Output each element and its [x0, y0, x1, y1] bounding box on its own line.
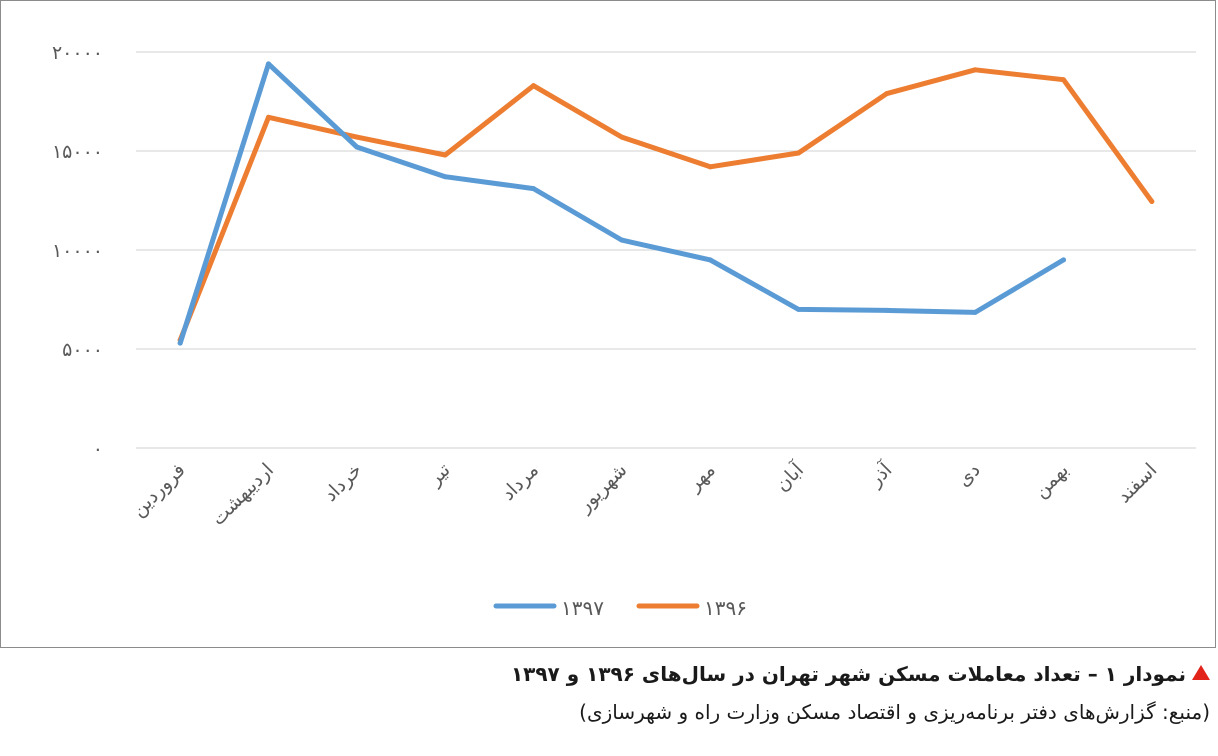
- series-line-0: [177, 61, 1066, 346]
- data-point: [884, 91, 890, 97]
- series-line-1: [177, 67, 1155, 343]
- data-point: [531, 186, 536, 192]
- x-tick-label: خرداد: [319, 459, 366, 506]
- data-point: [707, 257, 713, 263]
- data-point: [796, 306, 801, 312]
- data-point: [707, 164, 713, 170]
- figure-caption-source: (منبع: گزارش‌های دفتر برنامه‌ریزی و اقتص…: [579, 700, 1210, 724]
- triangle-marker-icon: [1192, 665, 1210, 680]
- x-tick-label: بهمن: [1030, 459, 1073, 502]
- x-tick-label: اسفند: [1113, 459, 1161, 507]
- chart-frame: ۰ ۵۰۰۰ ۱۰۰۰۰ ۱۵۰۰۰ ۲۰۰۰۰ فروردین اردیبهشت خرداد…: [0, 0, 1216, 648]
- legend-label: ۱۳۹۷: [561, 596, 604, 620]
- x-tick-label: شهریور: [573, 459, 631, 517]
- x-tick-label: آذر: [862, 457, 896, 491]
- data-point: [442, 152, 448, 158]
- y-tick-label: ۱۵۰۰۰: [52, 141, 103, 163]
- x-tick-label: دی: [953, 459, 985, 491]
- caption-title-text: نمودار ۱ – تعداد معاملات مسکن شهر تهران …: [510, 662, 1186, 686]
- data-point: [619, 237, 625, 243]
- data-point: [1061, 77, 1066, 83]
- data-point: [1149, 198, 1155, 204]
- line-chart: ۰ ۵۰۰۰ ۱۰۰۰۰ ۱۵۰۰۰ ۲۰۰۰۰ فروردین اردیبهشت خرداد…: [52, 42, 1196, 620]
- x-tick-label: تیر: [423, 459, 454, 490]
- data-point: [266, 114, 271, 120]
- x-tick-label: اردیبهشت: [207, 459, 278, 530]
- y-tick-label: ۵۰۰۰: [62, 339, 103, 361]
- data-point: [884, 307, 890, 313]
- data-point: [354, 134, 360, 140]
- figure-caption-title: نمودار ۱ – تعداد معاملات مسکن شهر تهران …: [511, 662, 1210, 686]
- y-tick-label: ۲۰۰۰۰: [52, 42, 103, 64]
- data-point: [177, 340, 183, 346]
- data-point: [266, 61, 271, 67]
- y-tick-label: ۰: [93, 438, 103, 460]
- data-point: [1061, 257, 1066, 263]
- x-tick-label: فروردین: [127, 459, 189, 521]
- x-tick-label: آبان: [770, 457, 809, 496]
- legend-label: ۱۳۹۶: [704, 596, 747, 620]
- data-point: [531, 83, 536, 89]
- data-point: [972, 67, 978, 73]
- data-point: [354, 144, 360, 150]
- data-point: [972, 309, 978, 315]
- data-point: [619, 134, 625, 140]
- data-point: [442, 174, 448, 180]
- x-tick-label: مرداد: [497, 459, 543, 505]
- data-point: [796, 150, 801, 156]
- y-tick-label: ۱۰۰۰۰: [52, 240, 103, 262]
- x-tick-label: مهر: [683, 459, 720, 496]
